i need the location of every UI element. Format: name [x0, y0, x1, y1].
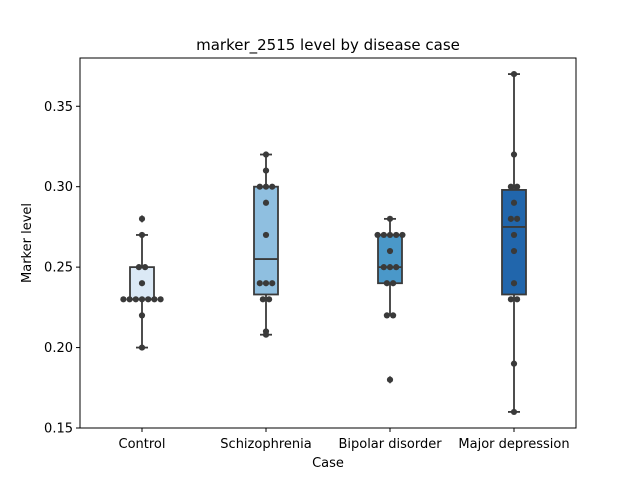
x-tick-label: Schizophrenia: [220, 437, 311, 452]
y-tick-label: 0.35: [44, 100, 73, 115]
data-point: [386, 264, 394, 271]
data-point: [132, 296, 139, 303]
data-point: [393, 231, 400, 239]
data-point: [510, 280, 518, 287]
data-point: [507, 296, 514, 303]
data-point: [390, 312, 397, 319]
y-tick-label: 0.25: [44, 261, 73, 276]
data-point: [126, 296, 133, 303]
data-point: [514, 183, 521, 190]
data-point: [510, 199, 518, 206]
data-point: [262, 151, 270, 158]
x-tick-label: Control: [119, 437, 166, 452]
y-tick-label: 0.20: [44, 341, 73, 356]
data-point: [138, 312, 146, 319]
data-point: [262, 199, 270, 206]
chart-title: marker_2515 level by disease case: [196, 36, 460, 55]
data-point: [256, 280, 263, 287]
data-point: [157, 296, 164, 303]
data-point: [135, 264, 142, 271]
data-point: [383, 312, 390, 319]
data-point: [262, 280, 270, 287]
data-point: [510, 231, 518, 239]
data-point: [514, 296, 521, 303]
x-tick-label: Major depression: [458, 437, 569, 452]
data-point: [386, 247, 394, 255]
y-tick-label: 0.15: [44, 422, 73, 437]
data-point: [266, 296, 273, 303]
data-point: [386, 231, 394, 239]
data-point: [380, 231, 387, 239]
data-point: [383, 280, 390, 287]
data-point: [145, 296, 152, 303]
x-axis-label: Case: [312, 456, 344, 471]
data-point: [510, 247, 518, 255]
data-point: [138, 344, 146, 351]
x-tick-label: Bipolar disorder: [338, 437, 442, 452]
data-point: [262, 231, 270, 239]
data-point: [256, 183, 263, 190]
data-point: [138, 296, 146, 303]
y-axis-label: Marker level: [20, 203, 35, 283]
data-point: [510, 408, 518, 416]
data-point: [510, 151, 518, 158]
data-point: [262, 331, 270, 338]
data-point: [262, 167, 270, 174]
data-point: [510, 360, 518, 367]
data-point: [507, 183, 514, 190]
data-point: [510, 70, 518, 78]
data-point: [380, 264, 387, 271]
y-tick-label: 0.30: [44, 180, 73, 195]
data-point: [262, 183, 270, 190]
box: [501, 189, 527, 296]
data-point: [514, 215, 521, 222]
data-point: [374, 231, 381, 239]
data-point: [138, 231, 146, 239]
data-point: [269, 183, 276, 190]
data-point: [138, 280, 146, 287]
data-point: [390, 280, 397, 287]
data-point: [399, 231, 406, 239]
data-point: [507, 215, 514, 222]
data-point: [138, 215, 146, 222]
data-point: [120, 296, 127, 303]
data-point: [151, 296, 158, 303]
data-point: [142, 264, 149, 271]
plot-frame: [79, 57, 577, 429]
data-point: [386, 215, 394, 222]
box: [377, 234, 403, 285]
data-point: [393, 264, 400, 271]
data-point: [259, 296, 266, 303]
data-point: [386, 376, 394, 383]
data-point: [269, 280, 276, 287]
